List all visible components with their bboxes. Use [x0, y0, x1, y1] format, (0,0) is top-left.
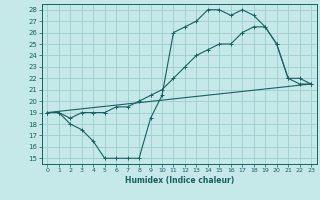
X-axis label: Humidex (Indice chaleur): Humidex (Indice chaleur): [124, 176, 234, 185]
